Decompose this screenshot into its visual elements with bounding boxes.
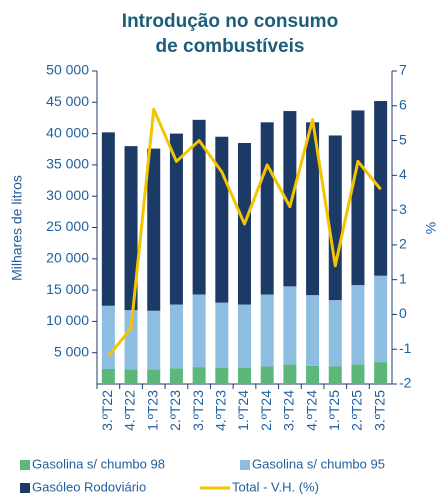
bar [260,366,274,384]
y2-tick-label: 3 [399,201,407,217]
y-tick-label: 35 000 [46,156,89,172]
x-tick-label: 2.ºT23 [167,390,183,431]
legend-swatch [20,483,30,493]
bar [147,148,161,311]
y2-tick-label: 7 [399,62,407,78]
bar [192,294,206,368]
bar [147,369,161,384]
y2-tick-label: -1 [399,340,412,356]
legend-label: Total - V.H. (%) [232,479,319,494]
legend-label: Gasolina s/ chumbo 95 [252,456,385,471]
chart-title: de combustíveis [156,36,305,57]
x-tick-label: 2.ºT24 [258,390,274,431]
legend-swatch [20,460,30,470]
bar [169,304,183,369]
bar [238,304,251,368]
y-tick-label: 50 000 [46,62,89,78]
y-tick-label: 5 000 [54,343,89,359]
bar [147,310,161,370]
y-tick-label: 40 000 [46,124,89,140]
bar [192,367,206,384]
bar [215,136,229,303]
y-tick-label: 20 000 [46,250,89,266]
x-tick-label: 3.ºT23 [190,390,206,431]
y2-tick-label: 0 [399,305,407,321]
x-tick-label: 1.ºT24 [235,390,251,431]
x-tick-label: 4.ºT23 [213,390,229,431]
bar [124,310,138,370]
bar [374,275,388,363]
y-axis-label: Milhares de litros [9,175,25,281]
bar [283,364,297,384]
y2-axis-label: % [423,222,439,234]
bar [306,122,320,296]
y-tick-label: 30 000 [46,187,89,203]
bar [351,364,365,384]
y2-tick-label: 5 [399,131,407,147]
bar [124,146,138,311]
x-tick-label: 1.ºT25 [326,390,342,431]
bar [328,366,342,384]
bar [124,369,138,384]
y-tick-label: 15 000 [46,281,89,297]
bar [328,135,342,301]
bar [306,365,320,384]
bar [260,294,274,367]
x-tick-label: 4.ºT22 [122,390,138,431]
bar [351,285,365,365]
legend-swatch [240,460,250,470]
y2-tick-label: 1 [399,270,407,286]
bar [328,300,342,367]
bar [169,133,183,305]
x-tick-label: 2.ºT25 [349,390,365,431]
x-tick-label: 1.ºT23 [144,390,160,431]
bar [192,119,206,295]
x-tick-label: 3.ºT24 [281,390,297,431]
bar [306,295,320,366]
bar [260,122,274,295]
bar [351,110,365,286]
bar [283,286,297,365]
chart-title: Introdução no consumo [122,11,338,32]
line [107,107,382,358]
bar [101,132,115,306]
y2-tick-label: -2 [399,375,412,391]
y2-tick-label: 2 [399,236,407,252]
y2-tick-label: 4 [399,166,407,182]
bar [374,362,388,384]
x-tick-label: 4.ºT24 [303,390,319,431]
y-tick-label: 10 000 [46,312,89,328]
bar [283,111,297,287]
legend-label: Gasóleo Rodoviário [32,479,146,494]
y2-tick-label: 6 [399,96,407,112]
y-tick-label: 45 000 [46,93,89,109]
legend-label: Gasolina s/ chumbo 98 [32,456,165,471]
bar [215,367,229,384]
bar [101,368,115,384]
x-tick-label: 3.ºT22 [99,390,115,431]
legend: Gasolina s/ chumbo 98 Gasolina s/ chumbo … [20,456,385,494]
bar [238,367,251,384]
bar [101,305,115,369]
y-tick-label: 25 000 [46,218,89,234]
x-tick-label: 3.ºT25 [371,390,387,431]
bar [215,302,229,368]
bar [169,368,183,384]
